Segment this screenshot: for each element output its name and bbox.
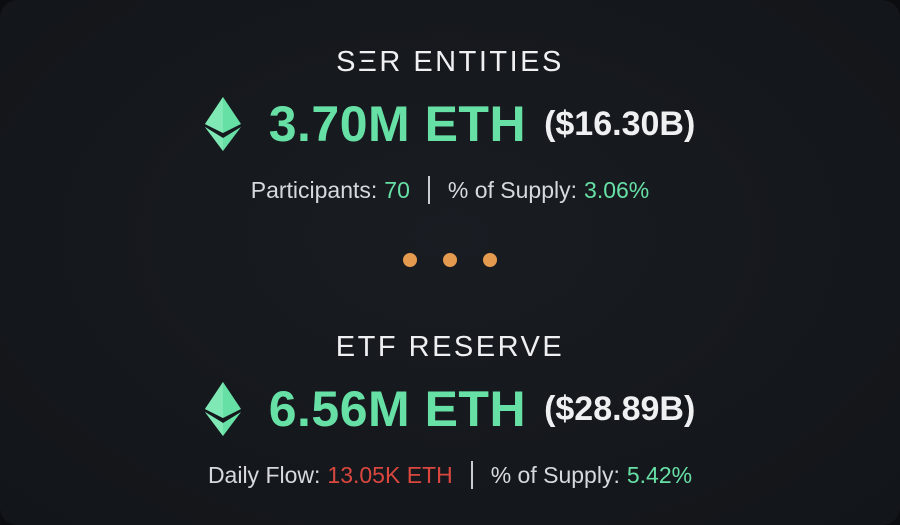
participants-label: Participants:: [250, 176, 378, 203]
ser-entities-value-row: 3.70M ETH ($16.30B): [0, 86, 900, 162]
etf-reserve-stats: Daily Flow: 13.05K ETH % of Supply: 5.42…: [0, 461, 900, 489]
ser-entities-usd-value: ($16.30B): [544, 104, 696, 143]
participants-value: 70: [384, 176, 410, 203]
ethereum-icon: [204, 97, 241, 151]
stats-divider: [470, 461, 473, 489]
supply-label: % of Supply:: [490, 461, 620, 488]
separator-dot: [403, 253, 417, 267]
etf-reserve-amount: 6.56M ETH: [268, 381, 527, 437]
supply-value: 3.06%: [584, 176, 650, 203]
daily-flow-label: Daily Flow:: [207, 461, 321, 488]
etf-reserve-section: ETF RESERVE 6.56M ETH ($28.89B) Daily Fl…: [0, 327, 900, 489]
separator-dot: [483, 253, 497, 267]
supply-label: % of Supply:: [447, 176, 578, 203]
daily-flow-value: 13.05K ETH: [327, 461, 453, 488]
separator-dots: [0, 253, 900, 267]
ser-entities-stats: Participants: 70 % of Supply: 3.06%: [0, 176, 900, 204]
ethereum-icon: [204, 382, 241, 436]
etf-reserve-value-row: 6.56M ETH ($28.89B): [0, 371, 900, 447]
etf-reserve-usd-value: ($28.89B): [544, 389, 696, 428]
supply-value: 5.42%: [626, 461, 693, 488]
ser-entities-amount: 3.70M ETH: [268, 96, 527, 152]
ser-entities-title: SΞR ENTITIES: [336, 46, 564, 78]
etf-reserve-title: ETF RESERVE: [335, 331, 565, 363]
stats-divider: [427, 176, 430, 204]
ser-entities-section: SΞR ENTITIES 3.70M ETH ($16.30B) Partici…: [0, 42, 900, 204]
separator-dot: [443, 253, 457, 267]
